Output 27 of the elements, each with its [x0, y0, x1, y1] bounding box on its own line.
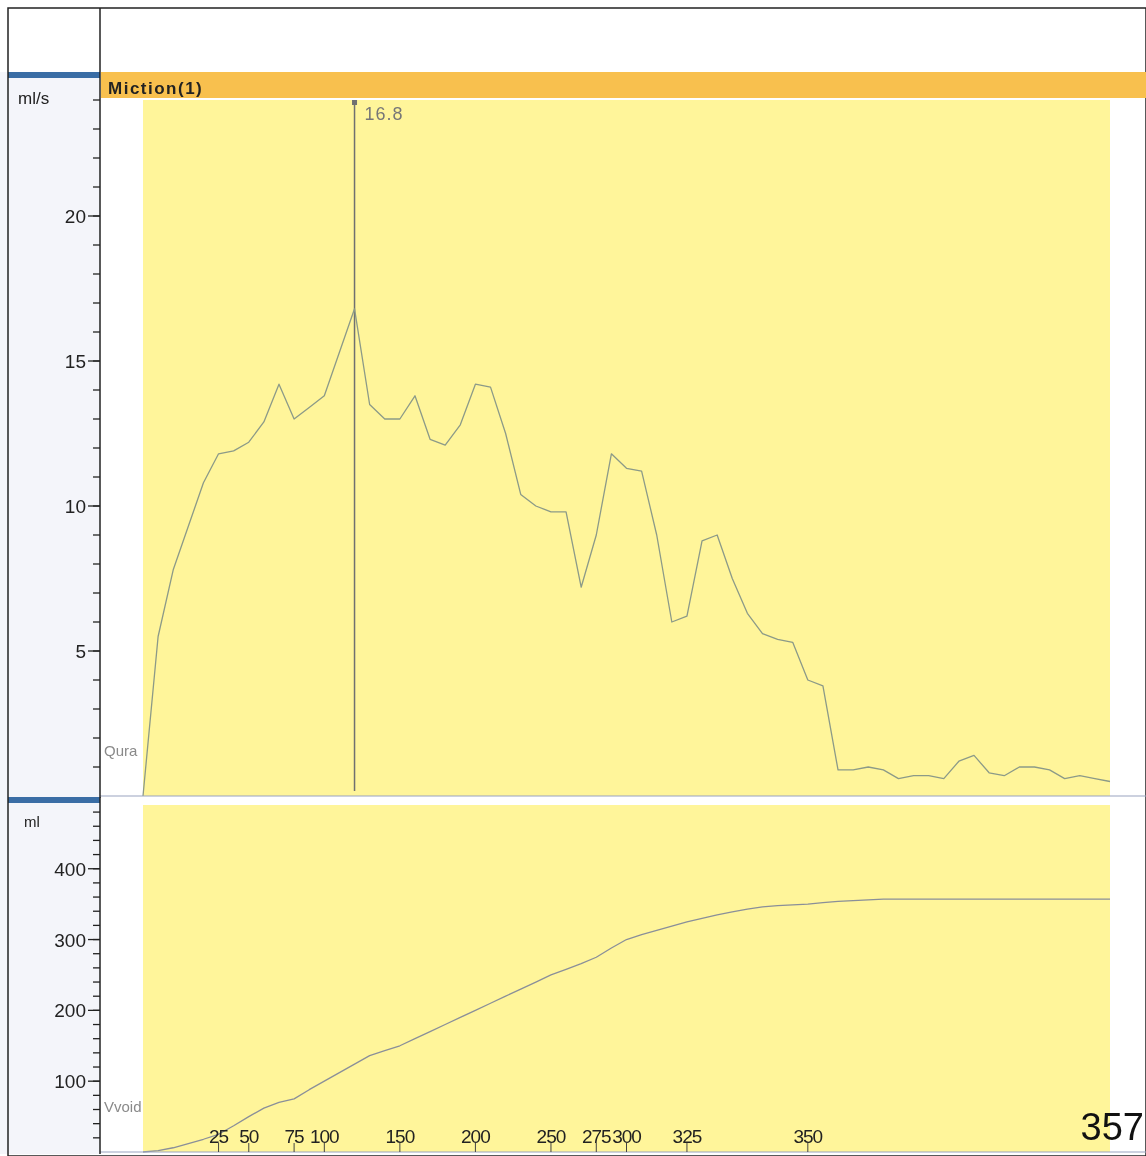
x-tick-label: 200 [461, 1126, 491, 1147]
annotation: 16.8 [364, 104, 404, 124]
x-tick-label: 100 [309, 1126, 340, 1147]
y-tick-label: 300 [54, 929, 86, 951]
x-tick-label: 250 [536, 1126, 566, 1147]
series-label: Qura [104, 742, 138, 759]
annotation: 357 [1080, 1106, 1144, 1148]
text: Vvoid [104, 1098, 142, 1115]
y-axis-title: ml [24, 813, 40, 830]
x-tick-label: 325 [672, 1126, 702, 1147]
x-tick-label: 75 [284, 1126, 305, 1147]
x-tick-label: 150 [385, 1126, 415, 1147]
y-tick-label: 100 [54, 1071, 86, 1093]
x-tick-label: 275 [581, 1126, 612, 1147]
x-tick-label: 25 [208, 1126, 229, 1147]
y-axis-title: ml/s [18, 89, 50, 108]
x-tick-label: 50 [239, 1126, 259, 1147]
chart-title: Miction(1) [108, 79, 204, 98]
y-tick-label: 5 [75, 641, 86, 662]
y-tick-label: 20 [64, 206, 86, 227]
y-tick-label: 10 [64, 496, 86, 517]
line-series [142, 308, 1111, 797]
x-tick-label: 300 [612, 1126, 642, 1147]
y-tick-label: 15 [64, 351, 86, 372]
x-tick-label: 350 [793, 1126, 823, 1147]
y-tick-label: 200 [54, 1000, 86, 1022]
y-tick-label: 400 [54, 858, 86, 880]
